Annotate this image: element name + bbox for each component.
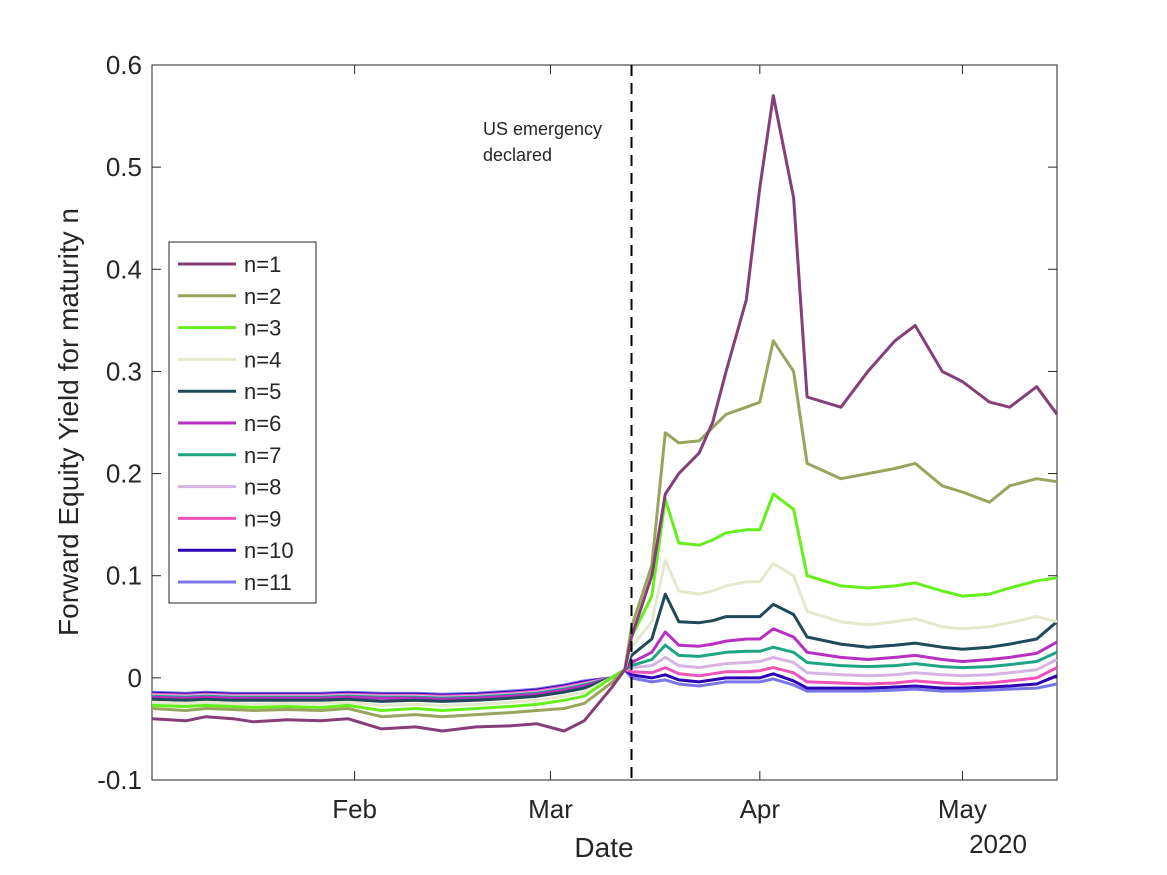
x-tick-label: Mar (528, 794, 573, 824)
x-tick-label: Apr (740, 794, 781, 824)
y-tick-label: -0.1 (97, 765, 142, 795)
annotation-line-1: US emergency (483, 119, 602, 139)
legend-label: n=11 (244, 570, 292, 595)
y-tick-label: 0.2 (106, 459, 142, 489)
x-axis-label: Date (574, 832, 633, 863)
y-axis-label: Forward Equity Yield for maturity n (53, 208, 84, 636)
legend: n=1 n=2 n=3 n=4 n=5 n=6 n=7 n=8 n=9 n=10 n=11 (168, 241, 317, 604)
y-tick-label: 0.5 (106, 152, 142, 182)
y-tick-label: 0 (128, 663, 142, 693)
legend-label: n=2 (244, 284, 281, 309)
series-line-n-3 (151, 492, 1058, 712)
series-lines (151, 94, 1059, 733)
legend-label: n=9 (244, 506, 281, 531)
y-tick-label: 0.6 (106, 50, 142, 80)
series-line-n-5 (151, 592, 1058, 703)
legend-label: n=7 (244, 443, 281, 468)
legend-label: n=1 (244, 252, 281, 277)
year-label: 2020 (969, 829, 1027, 859)
y-tick-label: 0.3 (106, 356, 142, 386)
y-tick-label: 0.1 (106, 561, 142, 591)
legend-label: n=5 (244, 379, 281, 404)
y-tick-label: 0.4 (106, 254, 142, 284)
x-tick-label: Feb (332, 794, 377, 824)
series-line-n-1 (151, 94, 1059, 733)
legend-label: n=8 (244, 475, 281, 500)
annotation-line-2: declared (483, 145, 552, 165)
x-axis: Feb Mar Apr May (332, 65, 987, 824)
legend-label: n=6 (244, 411, 281, 436)
legend-label: n=10 (244, 538, 294, 563)
series-line-n-6 (151, 627, 1058, 701)
series-line-n-2 (151, 339, 1058, 719)
x-tick-label: May (938, 794, 987, 824)
legend-label: n=3 (244, 316, 281, 341)
y-axis: -0.1 0 0.1 0.2 0.3 0.4 0.5 0.6 (97, 50, 1057, 795)
legend-label: n=4 (244, 347, 281, 372)
series-line-n-4 (151, 558, 1058, 707)
